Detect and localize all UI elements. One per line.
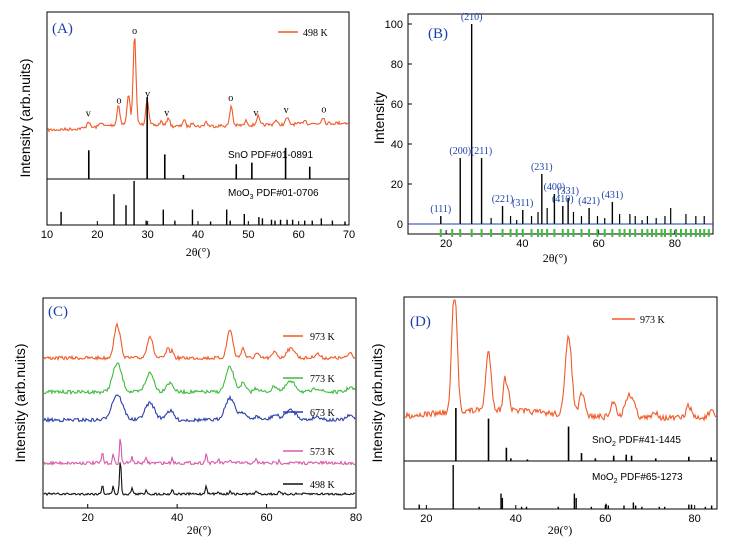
- panel-b-ylabel: Intensity: [371, 92, 387, 144]
- panel-c-tick-label-20: 20: [82, 512, 94, 524]
- panel-d-label: (D): [410, 314, 431, 330]
- panel-a-peak-marker-2: o: [132, 26, 137, 37]
- panel-d-ref2-formula: MoO: [592, 472, 614, 483]
- panel-c: (C) Intensity (arb.nuits) 2θ(°) 20 40 60 80…: [12, 297, 362, 537]
- panel-d-ylabel: Intensity (arb.nuits): [369, 343, 385, 462]
- panel-b-hkl-label-9: (331): [557, 186, 579, 197]
- panel-a-plot: 10 20 30 40 50 60 70 v o o v v o v v o: [41, 26, 355, 241]
- panel-a-peak-marker-0: v: [86, 108, 91, 119]
- panel-c-series-673k: [43, 394, 356, 423]
- panel-d-legend-label: 973 K: [640, 315, 666, 326]
- panel-c-label: (C): [48, 304, 68, 320]
- panel-b-ytick-label-40: 40: [391, 139, 403, 151]
- panel-d-ref1-card: PDF#41-1445: [616, 435, 681, 446]
- panel-d-ref1-subscript: 2: [612, 441, 616, 448]
- panel-b-tick-label-20: 20: [440, 238, 452, 250]
- panel-c-legend-label-0: 973 K: [310, 332, 336, 343]
- panel-b-hkl-label-2: (210): [461, 12, 483, 23]
- panel-d-frame: [403, 296, 718, 510]
- panel-a-xlabel: 2θ(°): [186, 245, 211, 259]
- panel-d-ref1-label: SnO2 PDF#41-1445: [592, 435, 681, 448]
- panel-c-xlabel: 2θ(°): [187, 523, 212, 537]
- panel-b-hkl-label-10: (421): [578, 196, 600, 207]
- panel-a-peak-marker-3: v: [145, 89, 150, 100]
- panel-b-xlabel: 2θ(°): [543, 251, 568, 265]
- panel-d-plot: 20 40 60 80: [404, 299, 717, 525]
- panel-a-tick-label-70: 70: [343, 229, 355, 241]
- panel-b-tick-label-80: 80: [669, 238, 681, 250]
- panel-d-ref2-label: MoO2 PDF#65-1273: [592, 472, 683, 485]
- panel-c-legend-label-2: 673 K: [310, 408, 336, 419]
- panel-c-legend-label-1: 773 K: [310, 374, 336, 385]
- panel-b-plot: 20 40 60 80 0 20 40 60 80 100 (111) (200) (210) (211)…: [385, 12, 713, 250]
- panel-a-tick-label-10: 10: [41, 229, 53, 241]
- panel-c-legend-label-4: 498 K: [310, 480, 336, 491]
- panel-c-legend-label-3: 573 K: [310, 447, 336, 458]
- panel-b-hkl-label-8: (410): [552, 194, 574, 205]
- panel-b-hkl-label-4: (221): [492, 194, 514, 205]
- panel-a-peak-marker-6: v: [253, 108, 258, 119]
- panel-d-tick-label-20: 20: [420, 513, 432, 525]
- panel-a-peak-marker-4: v: [164, 108, 169, 119]
- panel-a-peak-marker-8: o: [321, 104, 326, 115]
- panel-a-tick-label-20: 20: [91, 229, 103, 241]
- panel-a-peak-marker-7: v: [284, 105, 289, 116]
- panel-b-ytick-label-0: 0: [397, 219, 403, 231]
- panel-b: (B) Intensity 2θ(°) 20 40 60 80 0 20 40 60 80 100…: [371, 12, 714, 265]
- panel-a-ref2-label: MoO3 PDF#01-0706: [228, 188, 319, 201]
- panel-b-hkl-label-1: (200): [449, 146, 471, 157]
- panel-a-peak-marker-5: o: [228, 93, 233, 104]
- panel-a-tick-label-50: 50: [242, 229, 254, 241]
- panel-b-ytick-label-80: 80: [391, 59, 403, 71]
- panel-a-label: (A): [52, 21, 73, 37]
- panel-c-series-773k: [43, 362, 356, 396]
- panel-c-series-498k: [43, 462, 356, 496]
- panel-b-tick-label-60: 60: [593, 238, 605, 250]
- panel-d-tick-label-80: 80: [689, 513, 701, 525]
- panel-a-peak-marker-1: o: [116, 96, 121, 107]
- panel-a-ref2-formula: MoO: [228, 188, 250, 199]
- panel-d: (D) Intensity (arb.nuits) 2θ(°) 973 K Sn…: [369, 296, 718, 537]
- panel-d-tick-label-40: 40: [510, 513, 522, 525]
- panel-b-hkl-label-6: (231): [531, 162, 553, 173]
- panel-d-series-973k: [404, 299, 717, 422]
- panel-a-ref1-label: SnO PDF#01-0891: [228, 150, 313, 161]
- panel-a-ylabel: Intensity (arb.nuits): [17, 58, 33, 177]
- panel-c-series-973k: [43, 322, 356, 362]
- panel-c-ylabel: Intensity (arb.nuits): [12, 343, 28, 462]
- panel-a-ref2-card: PDF#01-0706: [254, 188, 319, 199]
- panel-c-tick-label-60: 60: [260, 512, 272, 524]
- panel-b-frame: [407, 13, 714, 235]
- panel-c-series-573k: [43, 438, 356, 467]
- panel-b-hkl-label-11: (431): [602, 190, 624, 201]
- panel-a-tick-label-60: 60: [293, 229, 305, 241]
- panel-b-hkl-label-5: (311): [512, 198, 533, 209]
- panel-c-tick-label-40: 40: [171, 512, 183, 524]
- panel-c-frame: [42, 297, 357, 509]
- panel-b-ytick-label-20: 20: [391, 179, 403, 191]
- panel-c-plot: 20 40 60 80 973 K 773 K 673 K 573 K 498 K: [43, 322, 362, 524]
- panel-d-ref2-subscript: 2: [614, 478, 618, 485]
- panel-a-series-498k: [47, 38, 349, 133]
- panel-b-tick-label-40: 40: [516, 238, 528, 250]
- panel-b-label: (B): [428, 26, 448, 42]
- panel-c-tick-label-80: 80: [350, 512, 362, 524]
- panel-b-hkl-label-7: (400): [544, 182, 566, 193]
- panel-b-hkl-label-3: (211): [471, 146, 492, 157]
- panel-d-ref2-card: PDF#65-1273: [618, 472, 683, 483]
- panel-b-ytick-label-100: 100: [385, 19, 403, 31]
- panel-a-tick-label-40: 40: [192, 229, 204, 241]
- panel-d-xlabel: 2θ(°): [548, 523, 573, 537]
- panel-a-tick-label-30: 30: [142, 229, 154, 241]
- panel-d-tick-label-60: 60: [599, 513, 611, 525]
- panel-b-hkl-label-0: (111): [430, 204, 451, 215]
- panel-a-ref2-subscript: 3: [250, 194, 254, 201]
- panel-d-ref1-formula: SnO: [592, 435, 612, 446]
- panel-b-ytick-label-60: 60: [391, 99, 403, 111]
- panel-a: (A) Intensity (arb.nuits) 2θ(°) 498 K Sn…: [17, 11, 355, 259]
- panel-a-legend-label: 498 K: [303, 28, 329, 39]
